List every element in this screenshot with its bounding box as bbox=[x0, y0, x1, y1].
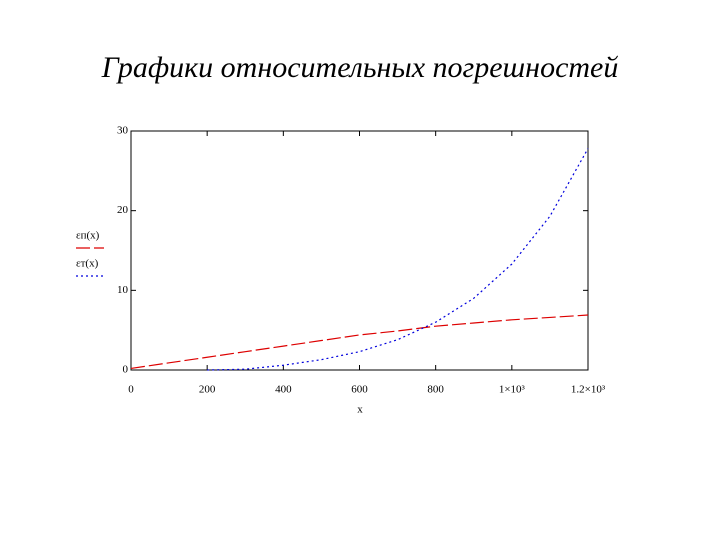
chart-title: Графики относительных погрешностей bbox=[101, 51, 619, 84]
y-tick-label: 30 bbox=[117, 125, 129, 137]
x-tick-label: 1×10³ bbox=[499, 384, 526, 396]
legend-label: εп(x) bbox=[76, 230, 100, 242]
legend-label: εт(x) bbox=[76, 258, 99, 270]
x-tick-label: 0 bbox=[128, 384, 134, 396]
series-line bbox=[130, 314, 589, 370]
series-line bbox=[207, 148, 589, 371]
x-tick-label: 200 bbox=[199, 384, 216, 396]
x-tick-label: 800 bbox=[427, 384, 444, 396]
x-tick-label: 400 bbox=[275, 384, 292, 396]
x-axis-label: x bbox=[357, 404, 363, 416]
y-tick-label: 10 bbox=[117, 284, 129, 296]
y-tick-label: 20 bbox=[117, 204, 129, 216]
plot-frame bbox=[130, 130, 589, 371]
x-tick-label: 600 bbox=[351, 384, 368, 396]
y-tick-label: 0 bbox=[123, 364, 129, 376]
x-tick-label: 1.2×10³ bbox=[571, 384, 606, 396]
